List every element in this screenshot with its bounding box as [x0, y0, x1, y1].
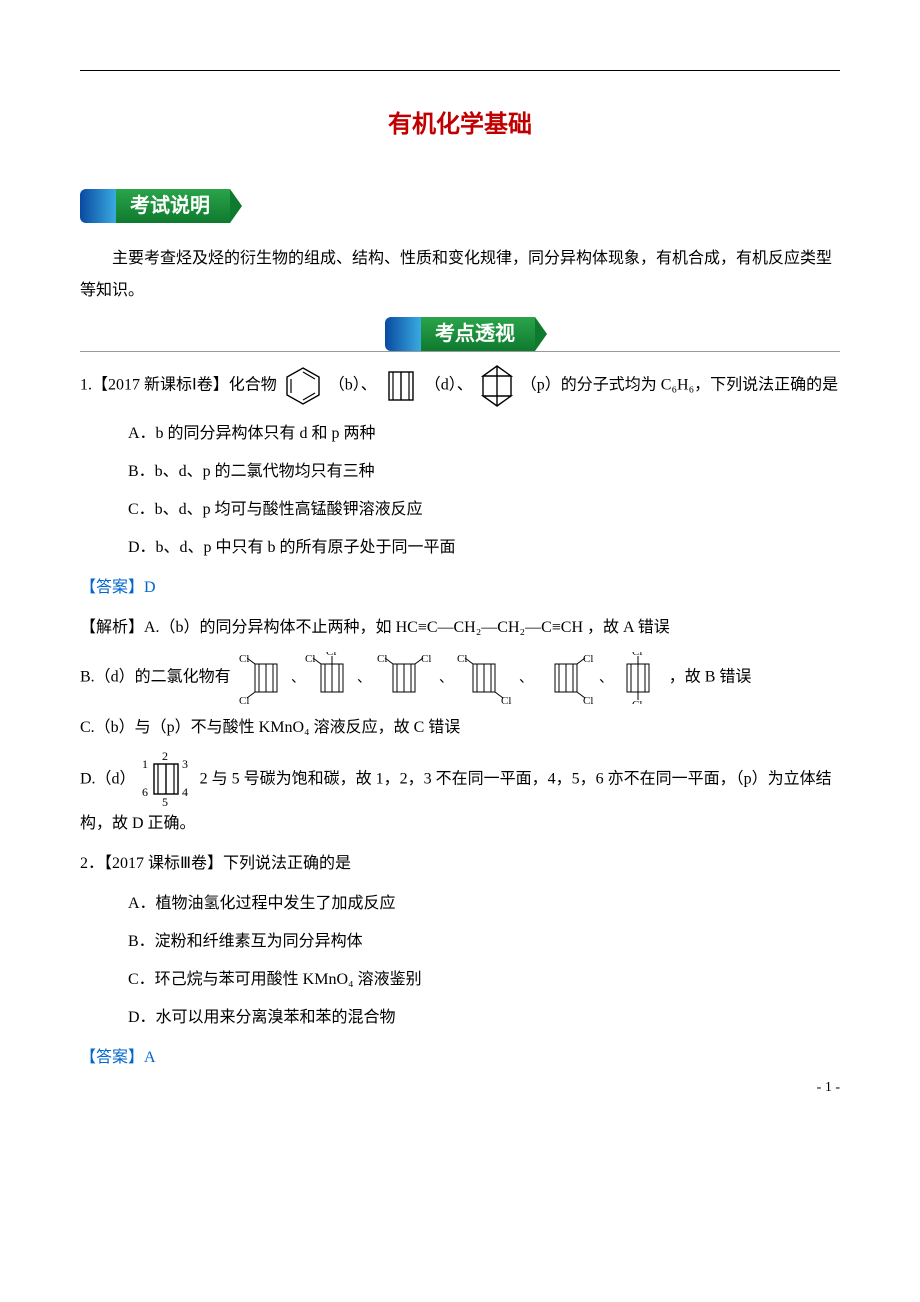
q1-stem-d: （p）的分子式均为 C₆H₆，下列说法正确的是 [521, 377, 838, 394]
svg-text:6: 6 [142, 785, 148, 799]
exam-description: 主要考查烃及烃的衍生物的组成、结构、性质和变化规律，同分异构体现象，有机合成，有… [80, 243, 840, 307]
svg-text:Cl: Cl [583, 695, 593, 704]
svg-text:4: 4 [182, 785, 188, 799]
q2-stem: 2．【2017 课标Ⅲ卷】下列说法正确的是 [80, 848, 840, 880]
svg-text:Cl: Cl [305, 653, 315, 665]
q2-opt-c: C．环己烷与苯可用酸性 KMnO₄ 溶液鉴别 [128, 964, 840, 996]
svg-text:Cl: Cl [239, 695, 249, 704]
svg-text:1: 1 [142, 757, 148, 771]
svg-text:Cl: Cl [457, 653, 467, 665]
svg-text:Cl: Cl [421, 653, 431, 665]
svg-text:Cl: Cl [501, 695, 511, 704]
dichloro-set-icon: Cl Cl 、 Cl Cl 、 Cl Cl 、 Cl [235, 652, 665, 704]
q1-exp-b: B.（d）的二氯化物有 Cl Cl 、 Cl Cl 、 Cl [80, 652, 840, 704]
q2-opt-b: B．淀粉和纤维素互为同分异构体 [128, 926, 840, 958]
q2-opt-d: D．水可以用来分离溴苯和苯的混合物 [128, 1002, 840, 1034]
svg-text:Cl: Cl [583, 653, 593, 665]
struct-d-numbered-icon: 1 2 3 4 5 6 [140, 752, 196, 808]
svg-text:Cl: Cl [239, 653, 249, 665]
q1-stem-c: （d）、 [425, 377, 473, 394]
svg-text:Cl: Cl [632, 652, 642, 658]
banner-points: 考点透视 [385, 317, 535, 351]
formula-alkyne: HC≡C—CH₂—CH₂—C≡CH [396, 619, 583, 636]
struct-p-icon [477, 362, 517, 410]
banner-points-wrap: 考点透视 [80, 317, 840, 352]
svg-text:Cl: Cl [632, 699, 642, 704]
q1-exp-d: D.（d） 1 2 3 4 5 6 2 与 5 号碳为饱和碳，故 1，2，3 不… [80, 752, 840, 840]
page-title: 有机化学基础 [80, 101, 840, 149]
svg-text:、: 、 [291, 671, 305, 686]
svg-text:Cl: Cl [377, 653, 387, 665]
q1-opt-c: C．b、d、p 均可与酸性高锰酸钾溶液反应 [128, 494, 840, 526]
svg-text:、: 、 [357, 671, 371, 686]
q2-opt-a: A．植物油氢化过程中发生了加成反应 [128, 888, 840, 920]
svg-text:2: 2 [162, 752, 168, 763]
q1-opt-d: D．b、d、p 中只有 b 的所有原子处于同一平面 [128, 532, 840, 564]
svg-text:、: 、 [599, 671, 613, 686]
q1-stem: 1.【2017 新课标Ⅰ卷】化合物 （b）、 （d）、 [80, 362, 840, 410]
page-number: - 1 - [817, 1074, 840, 1102]
q1-opt-b: B．b、d、p 的二氯代物均只有三种 [128, 456, 840, 488]
svg-text:Cl: Cl [326, 652, 336, 658]
struct-d-icon [381, 364, 421, 408]
svg-text:5: 5 [162, 795, 168, 808]
banner-exam-wrap: 考试说明 [80, 189, 840, 223]
svg-text:、: 、 [519, 671, 533, 686]
q1-answer: 【答案】D [80, 572, 840, 604]
q1-exp-a: 【解析】A.（b）的同分异构体不止两种，如 HC≡C—CH₂—CH₂—C≡CH … [80, 612, 840, 644]
q2-answer: 【答案】A [80, 1042, 840, 1074]
q1-stem-a: 1.【2017 新课标Ⅰ卷】化合物 [80, 377, 277, 394]
banner-exam: 考试说明 [80, 189, 230, 223]
svg-text:、: 、 [439, 671, 453, 686]
q1-exp-c: C.（b）与（p）不与酸性 KMnO₄ 溶液反应，故 C 错误 [80, 712, 840, 744]
svg-text:3: 3 [182, 757, 188, 771]
struct-b-icon [281, 364, 325, 408]
q1-stem-b: （b）、 [329, 377, 377, 394]
top-rule [80, 70, 840, 71]
q1-opt-a: A．b 的同分异构体只有 d 和 p 两种 [128, 418, 840, 450]
